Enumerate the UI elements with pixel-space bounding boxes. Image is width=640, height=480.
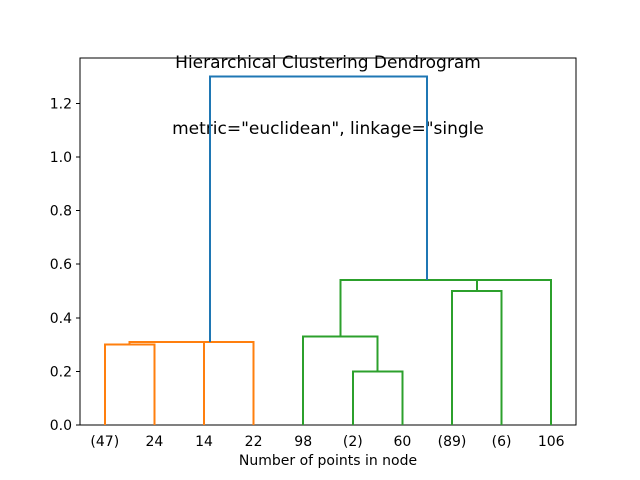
- x-axis-label: Number of points in node: [238, 453, 418, 469]
- dendrogram-link: [166, 340, 255, 425]
- leaf-label: 22: [245, 434, 263, 450]
- y-tick-label: 0.0: [50, 418, 72, 434]
- y-tick-label: 0.8: [50, 204, 72, 220]
- dendrogram-link: [339, 279, 514, 337]
- leaf-label: (47): [90, 434, 119, 450]
- leaf-label: (2): [343, 434, 363, 450]
- dendrogram-link: [128, 340, 205, 425]
- dendrogram-link: [475, 279, 553, 425]
- leaf-label: 24: [145, 434, 163, 450]
- leaf-label: 106: [538, 434, 565, 450]
- y-tick-label: 1.2: [50, 96, 72, 112]
- leaf-label: (6): [492, 434, 512, 450]
- axes-frame: [79, 57, 577, 426]
- y-tick-label: 1.0: [50, 150, 72, 166]
- y-tick-label: 0.2: [50, 364, 72, 380]
- dendrogram-link: [209, 75, 429, 342]
- chart-title-line2: metric="euclidean", linkage="single: [172, 119, 484, 139]
- leaf-label: 98: [294, 434, 312, 450]
- y-tick-label: 0.6: [50, 257, 72, 273]
- leaf-label: (89): [438, 434, 467, 450]
- dendrogram-link: [351, 370, 404, 425]
- dendrogram-link: [302, 335, 379, 425]
- leaf-label: 14: [195, 434, 213, 450]
- dendrogram-link: [451, 289, 503, 425]
- y-tick-label: 0.4: [50, 311, 72, 327]
- dendrogram-link: [103, 343, 156, 425]
- leaf-label: 60: [393, 434, 411, 450]
